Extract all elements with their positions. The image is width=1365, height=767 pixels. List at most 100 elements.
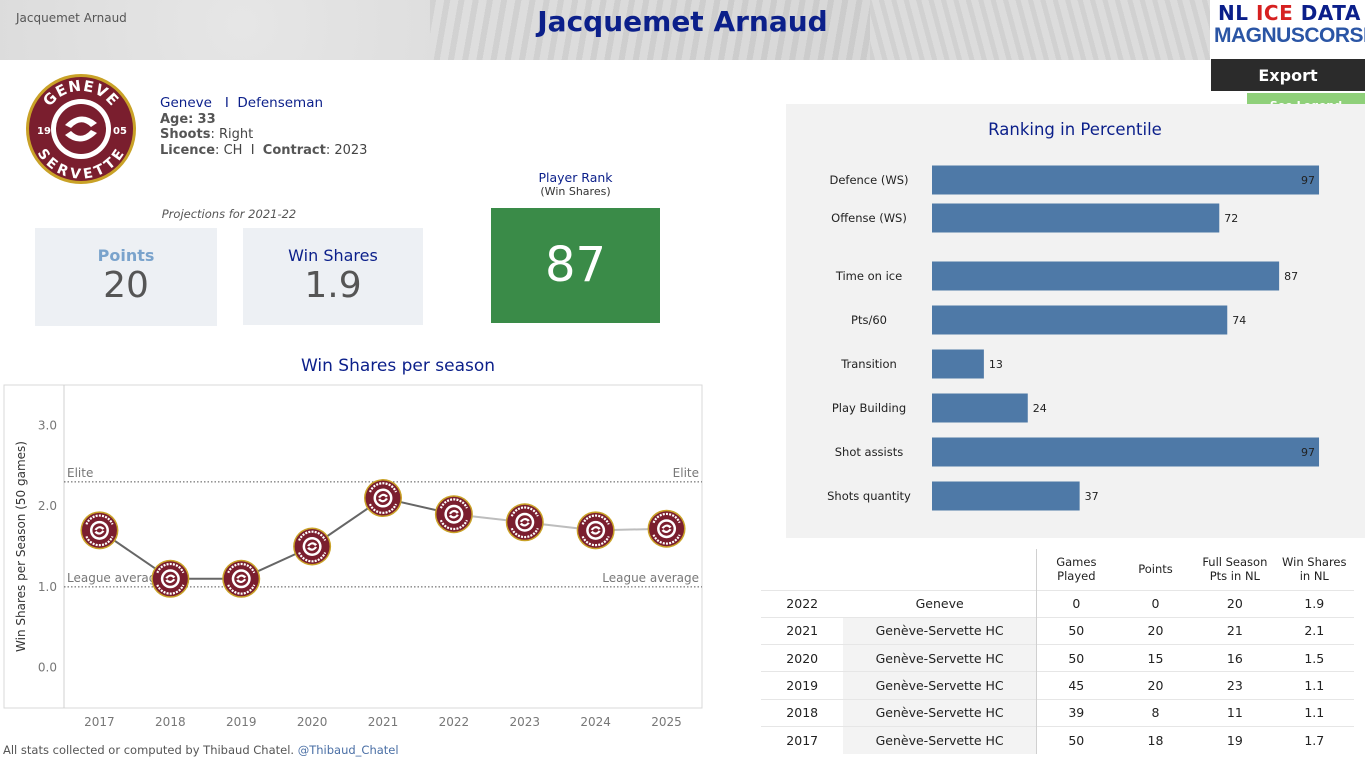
win-shares-label: Win Shares — [288, 246, 378, 265]
logo-text-arc — [439, 498, 468, 509]
age-label: Age: — [160, 111, 194, 127]
percentile-bar — [932, 349, 984, 379]
bar-value-label: 37 — [1085, 490, 1099, 503]
cell-team: Genève-Servette HC — [843, 671, 1037, 700]
col-games-played: Games Played — [1035, 549, 1116, 590]
ranking-panel: Defence (WS) 97 Offense (WS) 72 Time on ice 8… — [786, 104, 1365, 538]
logo-text-arc — [227, 584, 256, 595]
bar-category-label: Pts/60 — [851, 313, 887, 327]
percentile-bar — [932, 203, 1220, 233]
reference-label-right: League average — [602, 571, 699, 585]
licence-label: Licence — [160, 142, 216, 158]
logo-core — [92, 523, 107, 538]
reference-label-left: Elite — [67, 466, 93, 480]
table-row: 2018 Genève-Servette HC 39 8 11 1.1 — [761, 698, 1354, 727]
logo-core — [588, 523, 603, 538]
ranking-chart-title: Ranking in Percentile — [988, 120, 1162, 139]
team-name: Geneve — [160, 95, 212, 111]
bar-value-label: 72 — [1224, 212, 1238, 225]
x-tick-label: 2019 — [226, 715, 257, 729]
cell-win-shares: 1.5 — [1274, 644, 1354, 672]
page-title: Jacquemet Arnaud — [537, 5, 828, 38]
cell-full-season-points: 19 — [1195, 725, 1275, 754]
player-rank-value: 87 — [491, 208, 660, 323]
cell-games-played: 45 — [1035, 671, 1116, 700]
projections-title: Projections for 2021-22 — [161, 207, 297, 221]
logo-text-arc — [156, 562, 185, 574]
col-win-shares-label: Win Shares in NL — [1282, 555, 1347, 584]
shoots-value: Right — [218, 127, 254, 142]
bar-value-label: 97 — [1301, 174, 1315, 187]
footer-handle-link[interactable]: @Thibaud_Chatel — [297, 743, 399, 757]
logo-text-arc — [510, 527, 539, 539]
cell-points: 20 — [1115, 671, 1196, 700]
cell-team: Genève-Servette HC — [843, 698, 1037, 727]
logo-text-arc — [652, 534, 681, 545]
footer-credit: All stats collected or computed by Thiba… — [3, 743, 399, 757]
contract-value: 2023 — [334, 142, 368, 158]
separator-2: I — [250, 142, 255, 158]
logo-core — [446, 507, 461, 522]
logo-mark — [590, 526, 601, 531]
footer-text: All stats collected or computed by Thiba… — [3, 743, 295, 757]
cell-points: 0 — [1115, 589, 1196, 618]
x-tick-label: 2023 — [510, 715, 541, 729]
logo-text-arc — [368, 482, 398, 493]
logo-text-arc — [581, 535, 610, 547]
col-full-season-label: Full Season Pts in NL — [1202, 555, 1268, 584]
logo-mark — [165, 578, 176, 584]
logo-text-arc — [439, 519, 468, 531]
cell-win-shares: 1.7 — [1274, 725, 1354, 754]
x-tick-label: 2025 — [651, 715, 682, 729]
cell-year: 2019 — [761, 671, 844, 700]
cell-games-played: 0 — [1035, 589, 1116, 618]
logo-core — [234, 571, 249, 586]
table-row: 2020 Genève-Servette HC 50 15 16 1.5 — [761, 644, 1354, 672]
table-row: 2017 Genève-Servette HC 50 18 19 1.7 — [761, 725, 1354, 754]
percentile-bar — [932, 305, 1228, 335]
cell-full-season-points: 20 — [1195, 589, 1275, 618]
table-header-row: Games Played Points Full Season Pts in N… — [761, 549, 1354, 590]
bar-value-label: 13 — [989, 358, 1003, 371]
logo-text-left: 19 — [37, 126, 51, 137]
team-position-line: Geneve I Defenseman — [160, 95, 367, 112]
export-button[interactable]: Export — [1211, 59, 1365, 91]
player-info: Geneve I Defenseman Age: 33 Shoots: Righ… — [160, 95, 368, 158]
logo-mark — [519, 522, 530, 527]
cell-team: Genève-Servette HC — [843, 644, 1037, 672]
logo-mark — [94, 530, 105, 535]
logo-mark — [448, 509, 459, 515]
cell-points: 18 — [1115, 725, 1196, 754]
bar-value-label: 24 — [1033, 402, 1047, 415]
logo-text-arc — [298, 552, 327, 563]
table-row: 2021 Genève-Servette HC 50 20 21 2.1 — [761, 616, 1354, 645]
data-point-team-logo-icon — [647, 509, 686, 548]
bar-value-label: 74 — [1232, 314, 1246, 327]
logo-core — [659, 521, 674, 536]
x-tick-label: 2024 — [580, 715, 611, 729]
data-point-team-logo-icon — [576, 511, 615, 550]
cell-win-shares: 2.1 — [1274, 616, 1354, 645]
logo-text-arc — [510, 506, 539, 517]
cell-year: 2022 — [761, 589, 844, 618]
table-row: 2022 Geneve 0 0 20 1.9 — [761, 589, 1354, 618]
bar-category-label: Time on ice — [835, 269, 902, 283]
percentile-bar — [932, 481, 1080, 511]
percentile-bar — [932, 437, 1320, 467]
y-axis-label: Win Shares per Season (50 games) — [14, 441, 28, 652]
bar-category-label: Transition — [840, 357, 897, 371]
points-projection-card: Points 20 — [35, 228, 217, 326]
logo-mark — [307, 542, 318, 547]
licence-line: Licence: CH I Contract: 2023 — [160, 142, 368, 158]
data-point-team-logo-icon — [364, 479, 402, 518]
logo-text-arc — [581, 514, 610, 525]
cell-win-shares: 1.1 — [1274, 698, 1354, 727]
brand-logo: NL ICE DATA MAGNUSCORSI — [1212, 0, 1365, 58]
win-shares-value: 1.9 — [304, 265, 362, 306]
logo-mark — [165, 574, 176, 579]
logo-mark — [378, 498, 388, 503]
percentile-bar-chart: Defence (WS) 97 Offense (WS) 72 Time on ice 8… — [827, 165, 1320, 511]
data-point-team-logo-icon — [151, 559, 190, 598]
x-tick-label: 2020 — [297, 715, 328, 729]
corner-player-name: Jacquemet Arnaud — [16, 11, 127, 25]
